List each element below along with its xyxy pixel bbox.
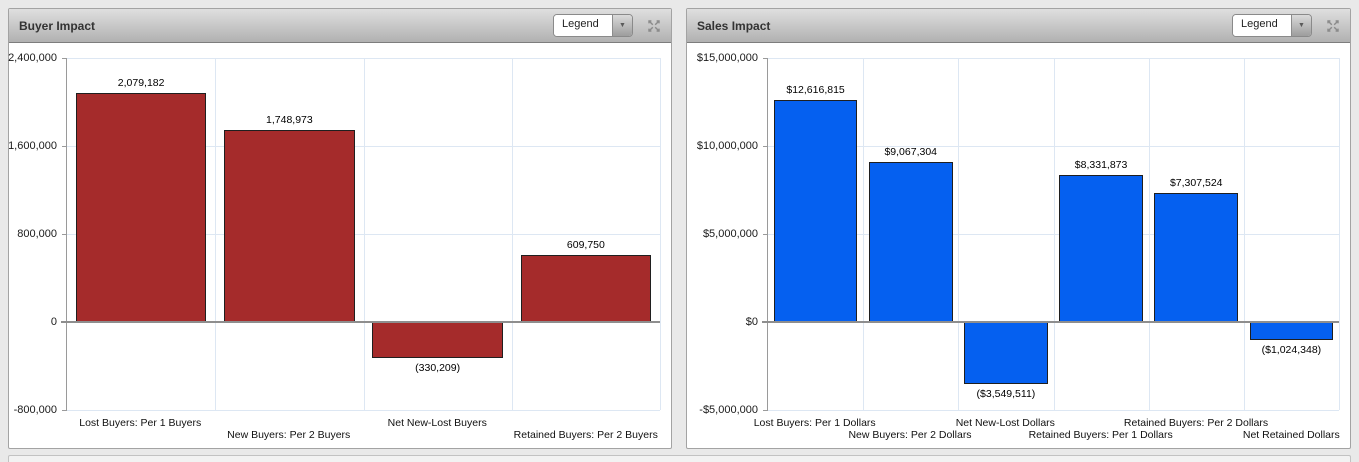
bar-value-label: 609,750 xyxy=(566,238,605,251)
gridline xyxy=(67,410,660,411)
plot-area: $12,616,815 $9,067,304 ($3,549,511) $8,331,… xyxy=(762,58,1340,411)
gridline xyxy=(660,58,661,410)
x-axis-label: Lost Buyers: Per 1 Dollars xyxy=(753,417,876,429)
y-axis-tick xyxy=(62,58,67,59)
gridline xyxy=(1148,58,1150,410)
x-axis-label: Lost Buyers: Per 1 Buyers xyxy=(79,417,202,429)
bar[interactable] xyxy=(1154,193,1239,322)
gridline xyxy=(958,58,960,410)
plot-area: 2,079,182 1,748,973 (330,209) 609,750 xyxy=(61,58,661,411)
bar[interactable] xyxy=(224,129,355,322)
expand-icon[interactable] xyxy=(645,18,663,34)
x-axis: Lost Buyers: Per 1 Dollars New Buyers: Pe… xyxy=(753,412,1340,448)
chevron-down-icon[interactable]: ▼ xyxy=(612,15,632,36)
bar-value-label: $8,331,873 xyxy=(1074,159,1128,172)
y-axis: $15,000,000 $10,000,000 $5,000,000 $0 -$5,00… xyxy=(687,52,767,416)
y-axis-label: $15,000,000 xyxy=(696,52,758,64)
y-axis-label: 2,400,000 xyxy=(8,52,57,64)
y-axis-label: $0 xyxy=(745,316,758,328)
y-axis-label: 800,000 xyxy=(17,228,57,240)
buyer-impact-panel: Buyer Impact Legend ▼ 2,400,000 1,600,000… xyxy=(8,8,672,449)
bar[interactable] xyxy=(75,93,207,322)
y-axis: 2,400,000 1,600,000 800,000 0 -800,000 xyxy=(8,52,66,416)
x-axis-label: New Buyers: Per 2 Dollars xyxy=(848,429,972,441)
bar-value-label: (330,209) xyxy=(415,362,461,375)
sales-impact-panel: Sales Impact Legend ▼ $15,000,000 $10,000… xyxy=(686,8,1351,449)
gridline xyxy=(1339,58,1340,410)
x-axis-label: Net New-Lost Buyers xyxy=(387,417,487,429)
gridline xyxy=(215,58,217,410)
gridline xyxy=(1243,58,1245,410)
y-axis-tick xyxy=(763,58,768,59)
gridline xyxy=(1053,58,1055,410)
x-axis-label: Retained Buyers: Per 1 Dollars xyxy=(1028,429,1173,441)
legend-dropdown-label: Legend xyxy=(1233,15,1291,36)
zero-line xyxy=(762,321,1339,323)
gridline xyxy=(863,58,865,410)
bar[interactable] xyxy=(773,99,858,322)
x-axis-label: Net Retained Dollars xyxy=(1242,429,1340,441)
y-axis-tick xyxy=(62,410,67,411)
bar[interactable] xyxy=(1059,175,1143,322)
legend-dropdown[interactable]: Legend ▼ xyxy=(1232,14,1312,37)
bar-value-label: 2,079,182 xyxy=(117,77,165,90)
y-axis-label: 1,600,000 xyxy=(8,140,57,152)
bar-value-label: $12,616,815 xyxy=(786,83,845,96)
bar-value-label: ($3,549,511) xyxy=(976,388,1036,401)
x-axis-label: Retained Buyers: Per 2 Buyers xyxy=(513,429,658,441)
gridline xyxy=(768,410,1339,411)
x-axis-label: Retained Buyers: Per 2 Dollars xyxy=(1123,417,1269,429)
bar[interactable] xyxy=(520,254,652,322)
bar-value-label: $9,067,304 xyxy=(884,146,938,159)
zero-line xyxy=(61,321,660,323)
x-axis: Lost Buyers: Per 1 Buyers New Buyers: Per… xyxy=(66,412,660,448)
gridline xyxy=(363,58,365,410)
legend-dropdown-label: Legend xyxy=(554,15,612,36)
gridline xyxy=(511,58,513,410)
bar-value-label: $7,307,524 xyxy=(1169,177,1223,190)
panel-title: Sales Impact xyxy=(697,18,771,33)
expand-icon[interactable] xyxy=(1324,18,1342,34)
chart-area: $15,000,000 $10,000,000 $5,000,000 $0 -$5,00… xyxy=(687,43,1350,448)
y-axis-tick xyxy=(62,146,67,147)
y-axis-label: -800,000 xyxy=(13,404,57,416)
next-panel-top-edge xyxy=(8,455,1351,462)
bar[interactable] xyxy=(868,162,953,322)
chart-area: 2,400,000 1,600,000 800,000 0 -800,000 2,079,… xyxy=(8,43,671,448)
y-axis-tick xyxy=(763,410,768,411)
panel-title: Buyer Impact xyxy=(19,18,96,33)
y-axis-tick xyxy=(62,234,67,235)
y-axis-label: $5,000,000 xyxy=(702,228,758,240)
bar-value-label: ($1,024,348) xyxy=(1261,344,1322,357)
panel-header: Sales Impact Legend ▼ xyxy=(687,9,1350,43)
bar[interactable] xyxy=(964,322,1048,385)
legend-dropdown[interactable]: Legend ▼ xyxy=(553,14,633,37)
chevron-down-icon[interactable]: ▼ xyxy=(1291,15,1311,36)
bar[interactable] xyxy=(1249,322,1334,341)
x-axis-label: New Buyers: Per 2 Buyers xyxy=(227,429,351,441)
y-axis-label: -$5,000,000 xyxy=(699,404,758,416)
panel-header: Buyer Impact Legend ▼ xyxy=(9,9,671,43)
bar[interactable] xyxy=(372,322,503,359)
bar-value-label: 1,748,973 xyxy=(266,113,313,126)
y-axis-tick xyxy=(763,234,768,235)
y-axis-label: 0 xyxy=(50,316,57,328)
y-axis-label: $10,000,000 xyxy=(696,140,758,152)
y-axis-tick xyxy=(763,146,768,147)
x-axis-label: Net New-Lost Dollars xyxy=(955,417,1055,429)
